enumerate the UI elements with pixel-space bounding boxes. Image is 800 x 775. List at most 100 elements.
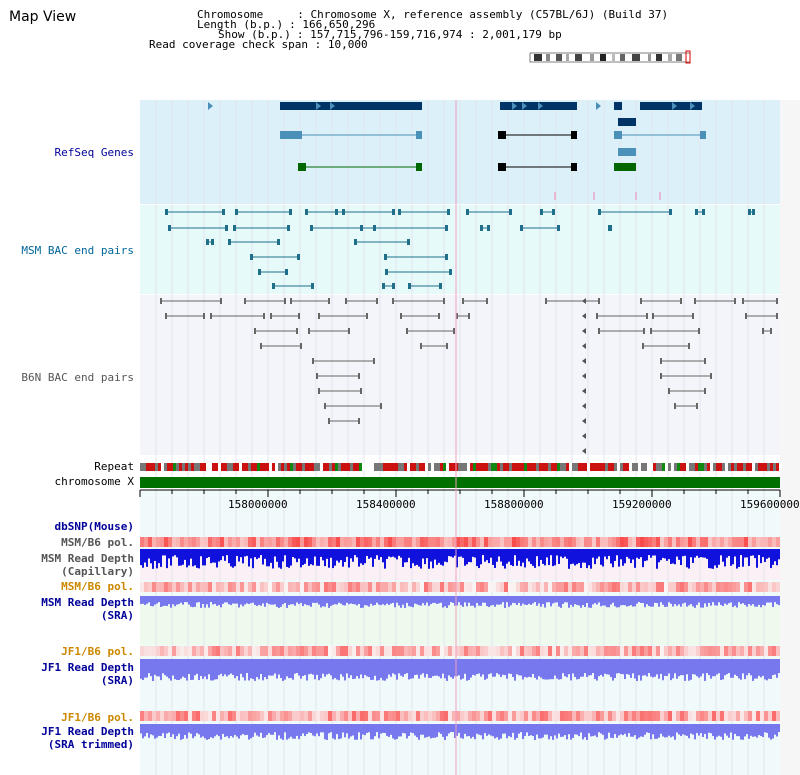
track-label-jf1-pol-2[interactable]: JF1/B6 pol. (61, 711, 134, 724)
polymorphism-cell (556, 582, 560, 592)
read-depth-bar (162, 724, 164, 734)
polymorphism-cell (556, 711, 560, 721)
polymorphism-cell (664, 537, 668, 547)
read-depth-bar (150, 596, 152, 607)
read-depth-bar (666, 549, 668, 561)
polymorphism-cell (524, 582, 528, 592)
bac-end (165, 209, 168, 215)
vertical-scrollbar[interactable] (780, 100, 800, 775)
read-depth-bar (460, 659, 462, 680)
read-depth-bar (656, 549, 658, 569)
read-depth-bar (350, 659, 352, 676)
msm-b6-pol-track-1[interactable] (140, 537, 780, 547)
track-label-dbsnp[interactable]: dbSNP(Mouse) (55, 520, 134, 533)
read-depth-bar (492, 724, 494, 737)
repeat-segment (287, 463, 290, 471)
repeat-track[interactable] (140, 463, 782, 471)
read-depth-bar (698, 596, 700, 603)
polymorphism-cell (320, 582, 324, 592)
track-label-refseq[interactable]: RefSeq Genes (55, 146, 134, 159)
jf1-b6-pol-track-2[interactable] (140, 711, 780, 721)
bac-end (652, 313, 654, 319)
read-depth-bar (264, 549, 266, 559)
polymorphism-cell (356, 711, 360, 721)
read-depth-bar (448, 659, 450, 676)
read-depth-bar (652, 549, 654, 556)
polymorphism-cell (608, 646, 612, 656)
read-depth-bar (772, 724, 774, 739)
polymorphism-cell (700, 711, 704, 721)
polymorphism-cell (664, 646, 668, 656)
jf1-b6-pol-track-1[interactable] (140, 646, 780, 656)
read-depth-bar (414, 596, 416, 604)
repeat-segment (293, 463, 296, 471)
bac-end (228, 239, 231, 245)
polymorphism-cell (452, 711, 456, 721)
read-depth-bar (288, 724, 290, 739)
polymorphism-cell (168, 711, 172, 721)
read-depth-bar (180, 549, 182, 566)
refseq-genes-features[interactable] (208, 102, 706, 200)
read-depth-bar (260, 549, 262, 556)
read-depth-bar (526, 724, 528, 733)
read-depth-bar (348, 724, 350, 739)
msm-b6-pol-track-2[interactable] (140, 582, 780, 592)
track-label-msm-pol-2[interactable]: MSM/B6 pol. (61, 580, 134, 593)
chromosome-bar[interactable] (140, 477, 780, 488)
read-depth-bar (570, 724, 572, 740)
track-label-msm-bac[interactable]: MSM BAC end pairs (21, 244, 134, 257)
read-depth-bar (470, 549, 472, 563)
read-depth-bar (582, 724, 584, 740)
read-depth-bar (250, 596, 252, 604)
msm-read-depth-sra-track[interactable] (140, 596, 780, 608)
read-depth-bar (164, 724, 166, 739)
polymorphism-cell (680, 711, 684, 721)
info-row-length: Length (b.p.): 166,650,296 (197, 18, 376, 31)
read-depth-bar (332, 724, 334, 739)
read-depth-bar (170, 596, 172, 608)
track-label-jf1-pol[interactable]: JF1/B6 pol. (61, 645, 134, 658)
read-depth-bar (750, 549, 752, 556)
read-depth-bar (184, 596, 186, 603)
read-depth-bar (424, 659, 426, 678)
track-label-msm-pol[interactable]: MSM/B6 pol. (61, 536, 134, 549)
msm-read-depth-capillary-track[interactable] (140, 549, 780, 569)
track-label-b6n-bac[interactable]: B6N BAC end pairs (21, 371, 134, 384)
polymorphism-cell (640, 537, 644, 547)
read-depth-bar (160, 549, 162, 567)
polymorphism-cell (592, 711, 596, 721)
msm-bac-end-pairs-features[interactable] (165, 209, 755, 289)
track-label-msm-depth-sra[interactable]: MSM Read Depth (41, 596, 134, 609)
track-label-jf1-depth-sra[interactable]: JF1 Read Depth (41, 661, 134, 674)
polymorphism-cell (260, 646, 264, 656)
polymorphism-cell (160, 646, 164, 656)
track-label-msm-depth-cap[interactable]: MSM Read Depth (41, 552, 134, 565)
track-label-chromosome[interactable]: chromosome X (55, 475, 135, 488)
b6n-bac-end-pairs-features[interactable] (160, 298, 778, 454)
read-depth-bar (752, 724, 754, 737)
read-depth-bar (602, 549, 604, 567)
polymorphism-cell (148, 582, 152, 592)
jf1-read-depth-sra-track[interactable] (140, 659, 780, 681)
bac-end (345, 298, 347, 304)
polymorphism-cell (424, 537, 428, 547)
polymorphism-cell (384, 711, 388, 721)
read-depth-bar (182, 659, 184, 677)
read-depth-bar (348, 659, 350, 678)
track-label-repeat[interactable]: Repeat (94, 460, 134, 473)
read-depth-bar (508, 549, 510, 562)
polymorphism-cell (396, 711, 400, 721)
jf1-read-depth-sra-trimmed-track[interactable] (140, 724, 780, 740)
chromosome-ideogram[interactable] (529, 52, 691, 63)
polymorphism-cell (212, 646, 216, 656)
read-depth-bar (556, 659, 558, 679)
polymorphism-cell (164, 537, 168, 547)
polymorphism-cell (728, 537, 732, 547)
read-depth-bar (754, 659, 756, 679)
polymorphism-cell (472, 711, 476, 721)
track-label-jf1-depth-trim[interactable]: JF1 Read Depth (41, 725, 134, 738)
read-depth-bar (366, 659, 368, 677)
read-depth-bar (658, 724, 660, 738)
polymorphism-cell (248, 711, 252, 721)
polymorphism-cell (440, 646, 444, 656)
